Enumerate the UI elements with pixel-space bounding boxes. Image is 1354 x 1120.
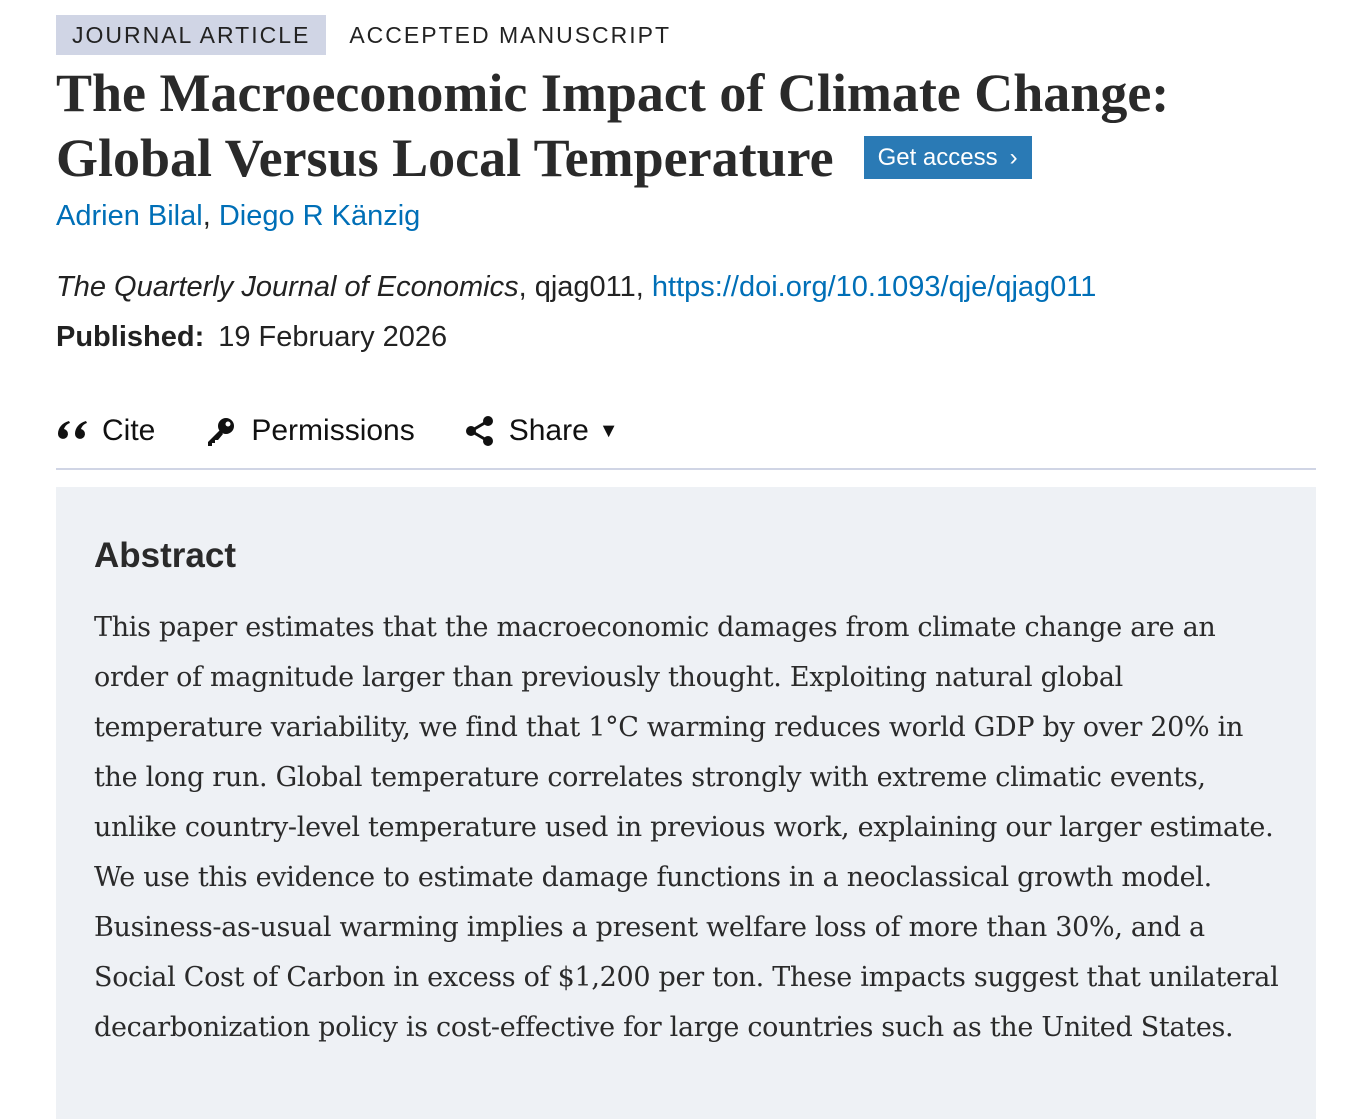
published-label: Published:: [56, 321, 205, 353]
key-icon: [208, 418, 235, 446]
article-badges: JOURNAL ARTICLE ACCEPTED MANUSCRIPT: [56, 15, 1316, 55]
share-icon: [465, 416, 493, 446]
title-text: The Macroeconomic Impact of Climate Chan…: [56, 63, 1170, 188]
chevron-right-icon: ›: [1009, 144, 1018, 172]
article-header: JOURNAL ARTICLE ACCEPTED MANUSCRIPT The …: [56, 0, 1316, 1119]
get-access-button[interactable]: Get access ›: [863, 136, 1032, 180]
author-link[interactable]: Adrien Bilal: [56, 200, 203, 232]
abstract-heading: Abstract: [94, 536, 236, 575]
cite-button[interactable]: Cite: [56, 414, 155, 448]
published-value: 19 February 2026: [218, 321, 448, 353]
cite-label: Cite: [102, 414, 156, 447]
article-actions: Cite Permissions Share ▼: [56, 409, 1316, 453]
permissions-label: Permissions: [251, 414, 415, 447]
manuscript-status-label: ACCEPTED MANUSCRIPT: [349, 22, 672, 48]
divider: [56, 468, 1316, 470]
citation-line: The Quarterly Journal of Economics, qjag…: [56, 271, 1097, 303]
journal-name: The Quarterly Journal of Economics: [56, 271, 519, 303]
caret-down-icon: ▼: [598, 419, 619, 442]
abstract-section: Abstract This paper estimates that the m…: [56, 487, 1316, 1119]
author-list: Adrien Bilal, Diego R Känzig: [56, 197, 1316, 235]
author-separator: ,: [202, 200, 219, 232]
author-link[interactable]: Diego R Känzig: [218, 200, 421, 232]
share-dropdown[interactable]: Share ▼: [465, 414, 619, 448]
quote-icon: [58, 421, 87, 439]
published-date: Published: 19 February 2026: [56, 317, 1316, 357]
abstract-text: This paper estimates that the macroecono…: [94, 612, 1279, 1043]
doi-link[interactable]: https://doi.org/10.1093/qje/qjag011: [651, 271, 1097, 303]
article-title: The Macroeconomic Impact of Climate Chan…: [56, 61, 1316, 191]
share-label: Share: [508, 414, 589, 447]
article-type-badge: JOURNAL ARTICLE: [56, 15, 327, 55]
article-id: qjag011: [534, 271, 636, 303]
get-access-label: Get access: [877, 144, 998, 172]
permissions-button[interactable]: Permissions: [205, 414, 415, 448]
